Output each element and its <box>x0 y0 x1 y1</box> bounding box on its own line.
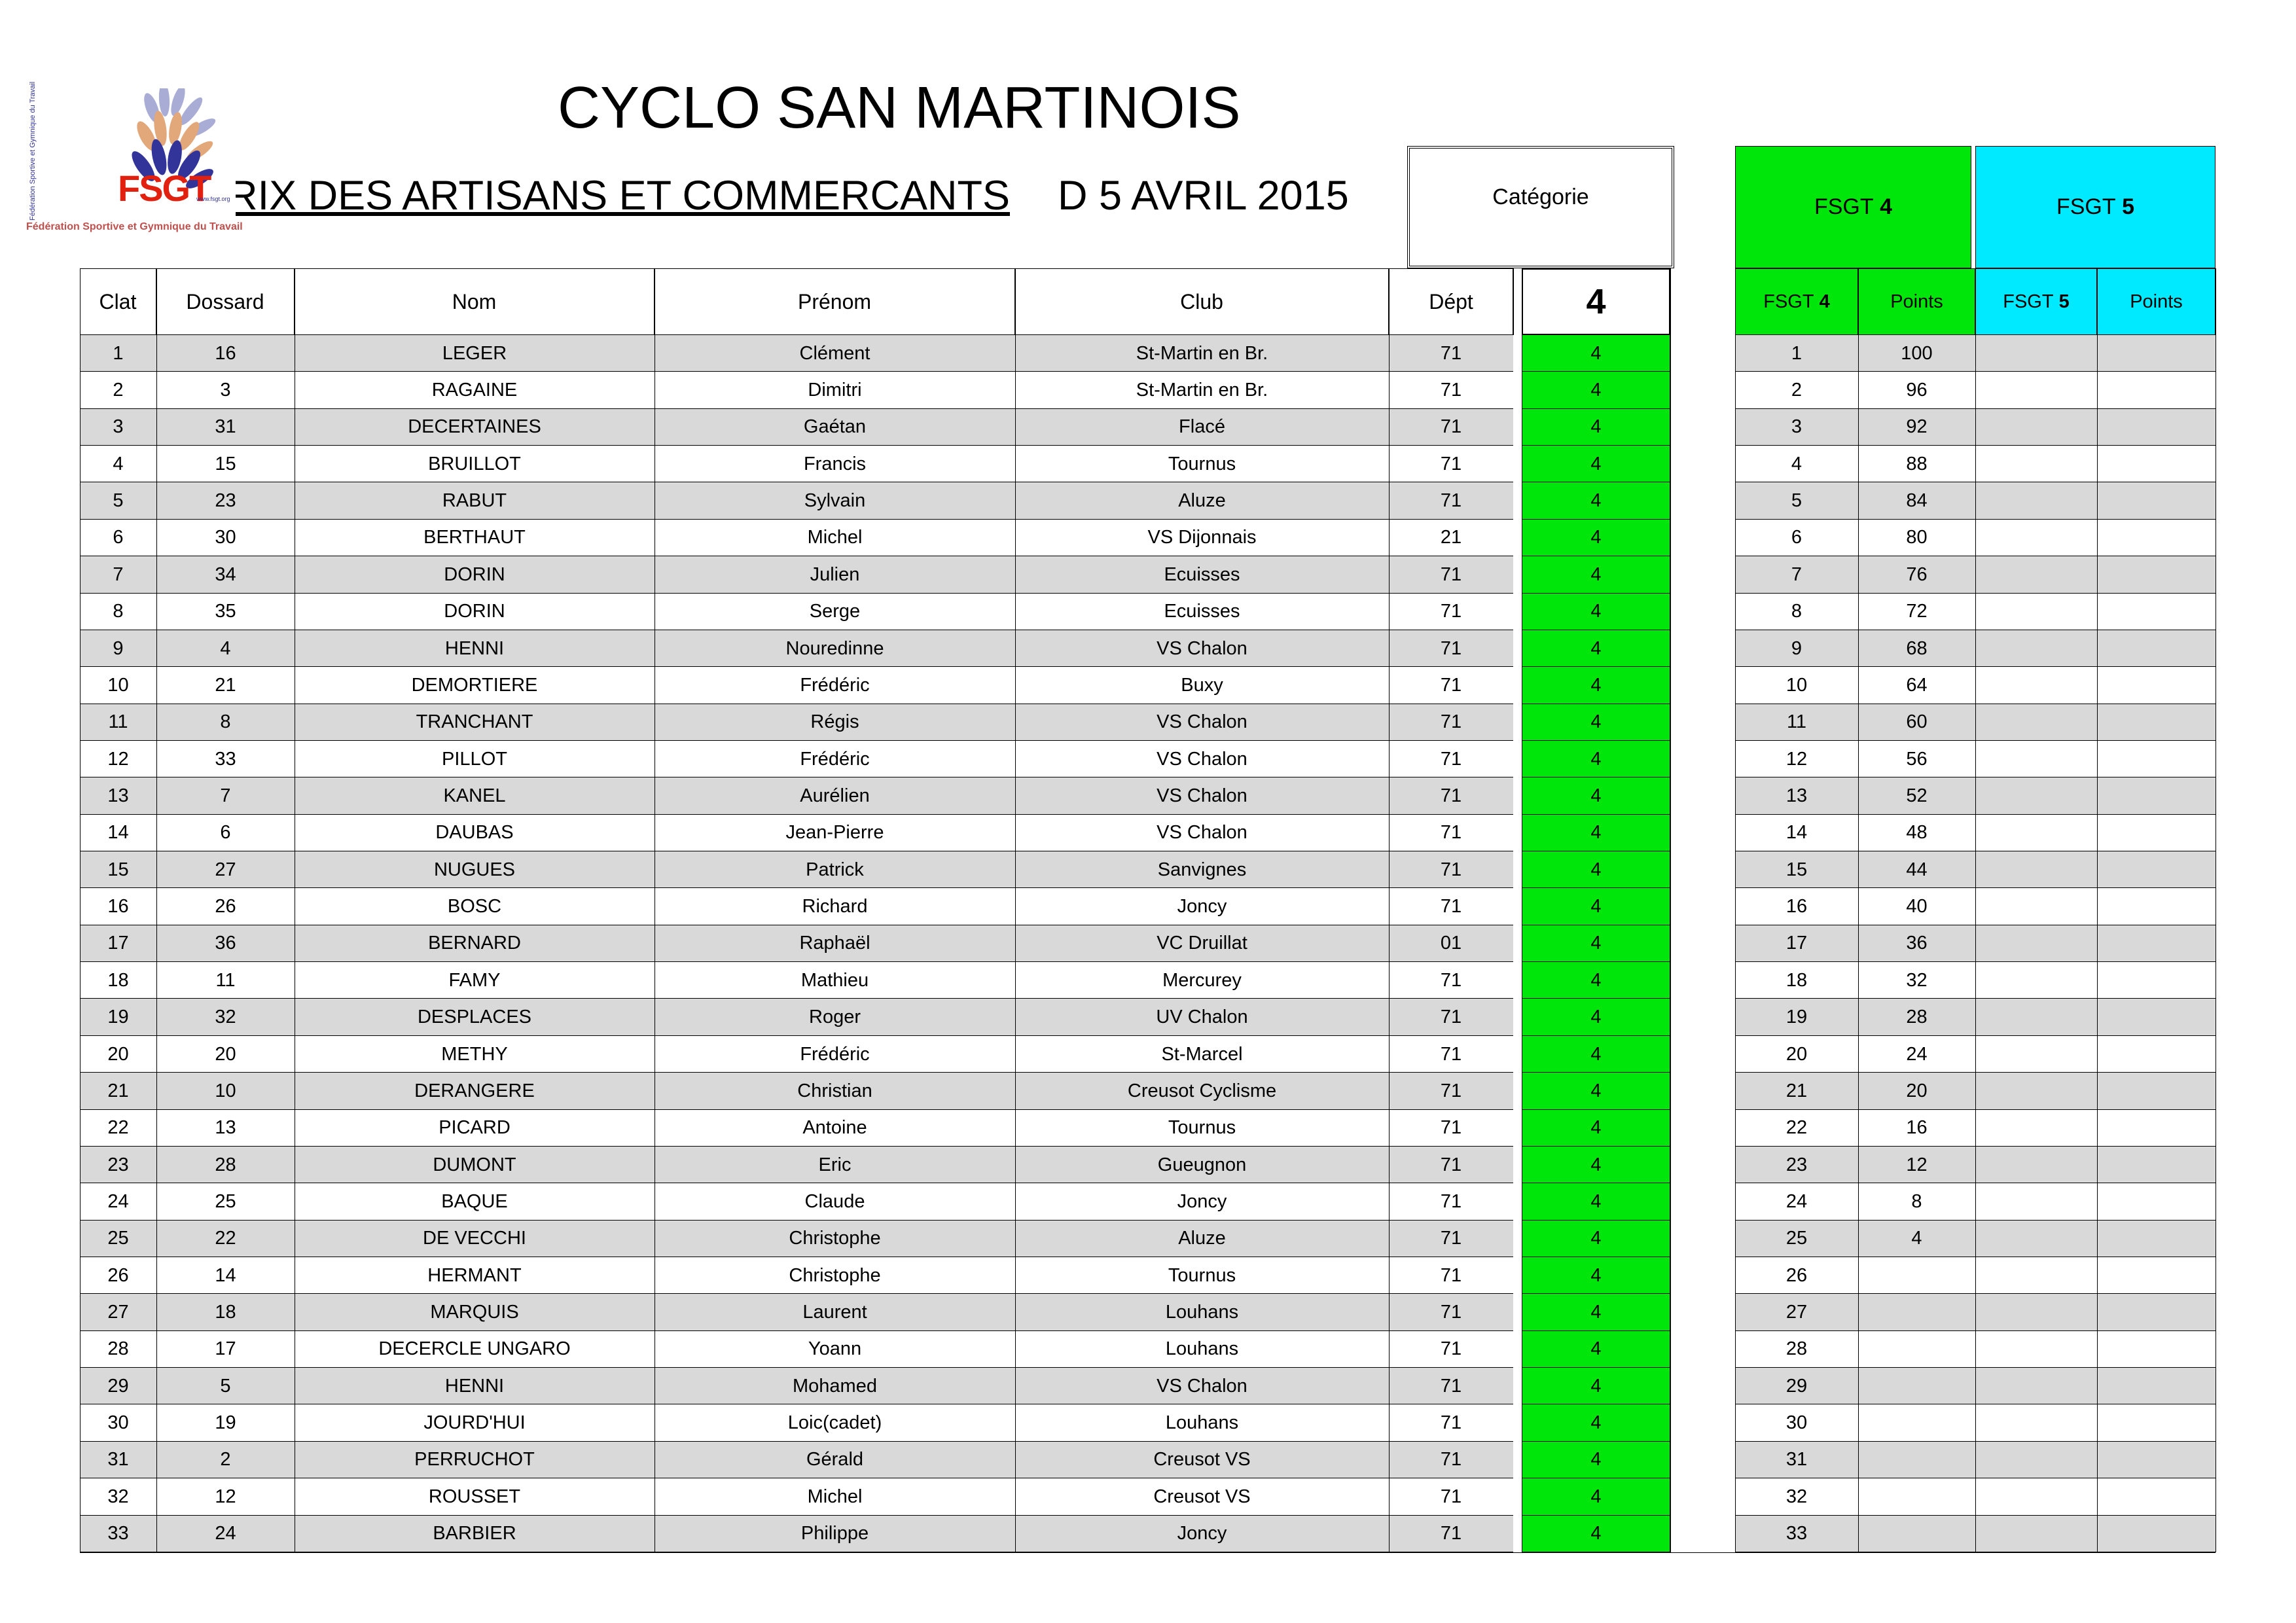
svg-text:www.fsgt.org: www.fsgt.org <box>196 196 230 202</box>
svg-text:FSGT: FSGT <box>118 168 211 209</box>
